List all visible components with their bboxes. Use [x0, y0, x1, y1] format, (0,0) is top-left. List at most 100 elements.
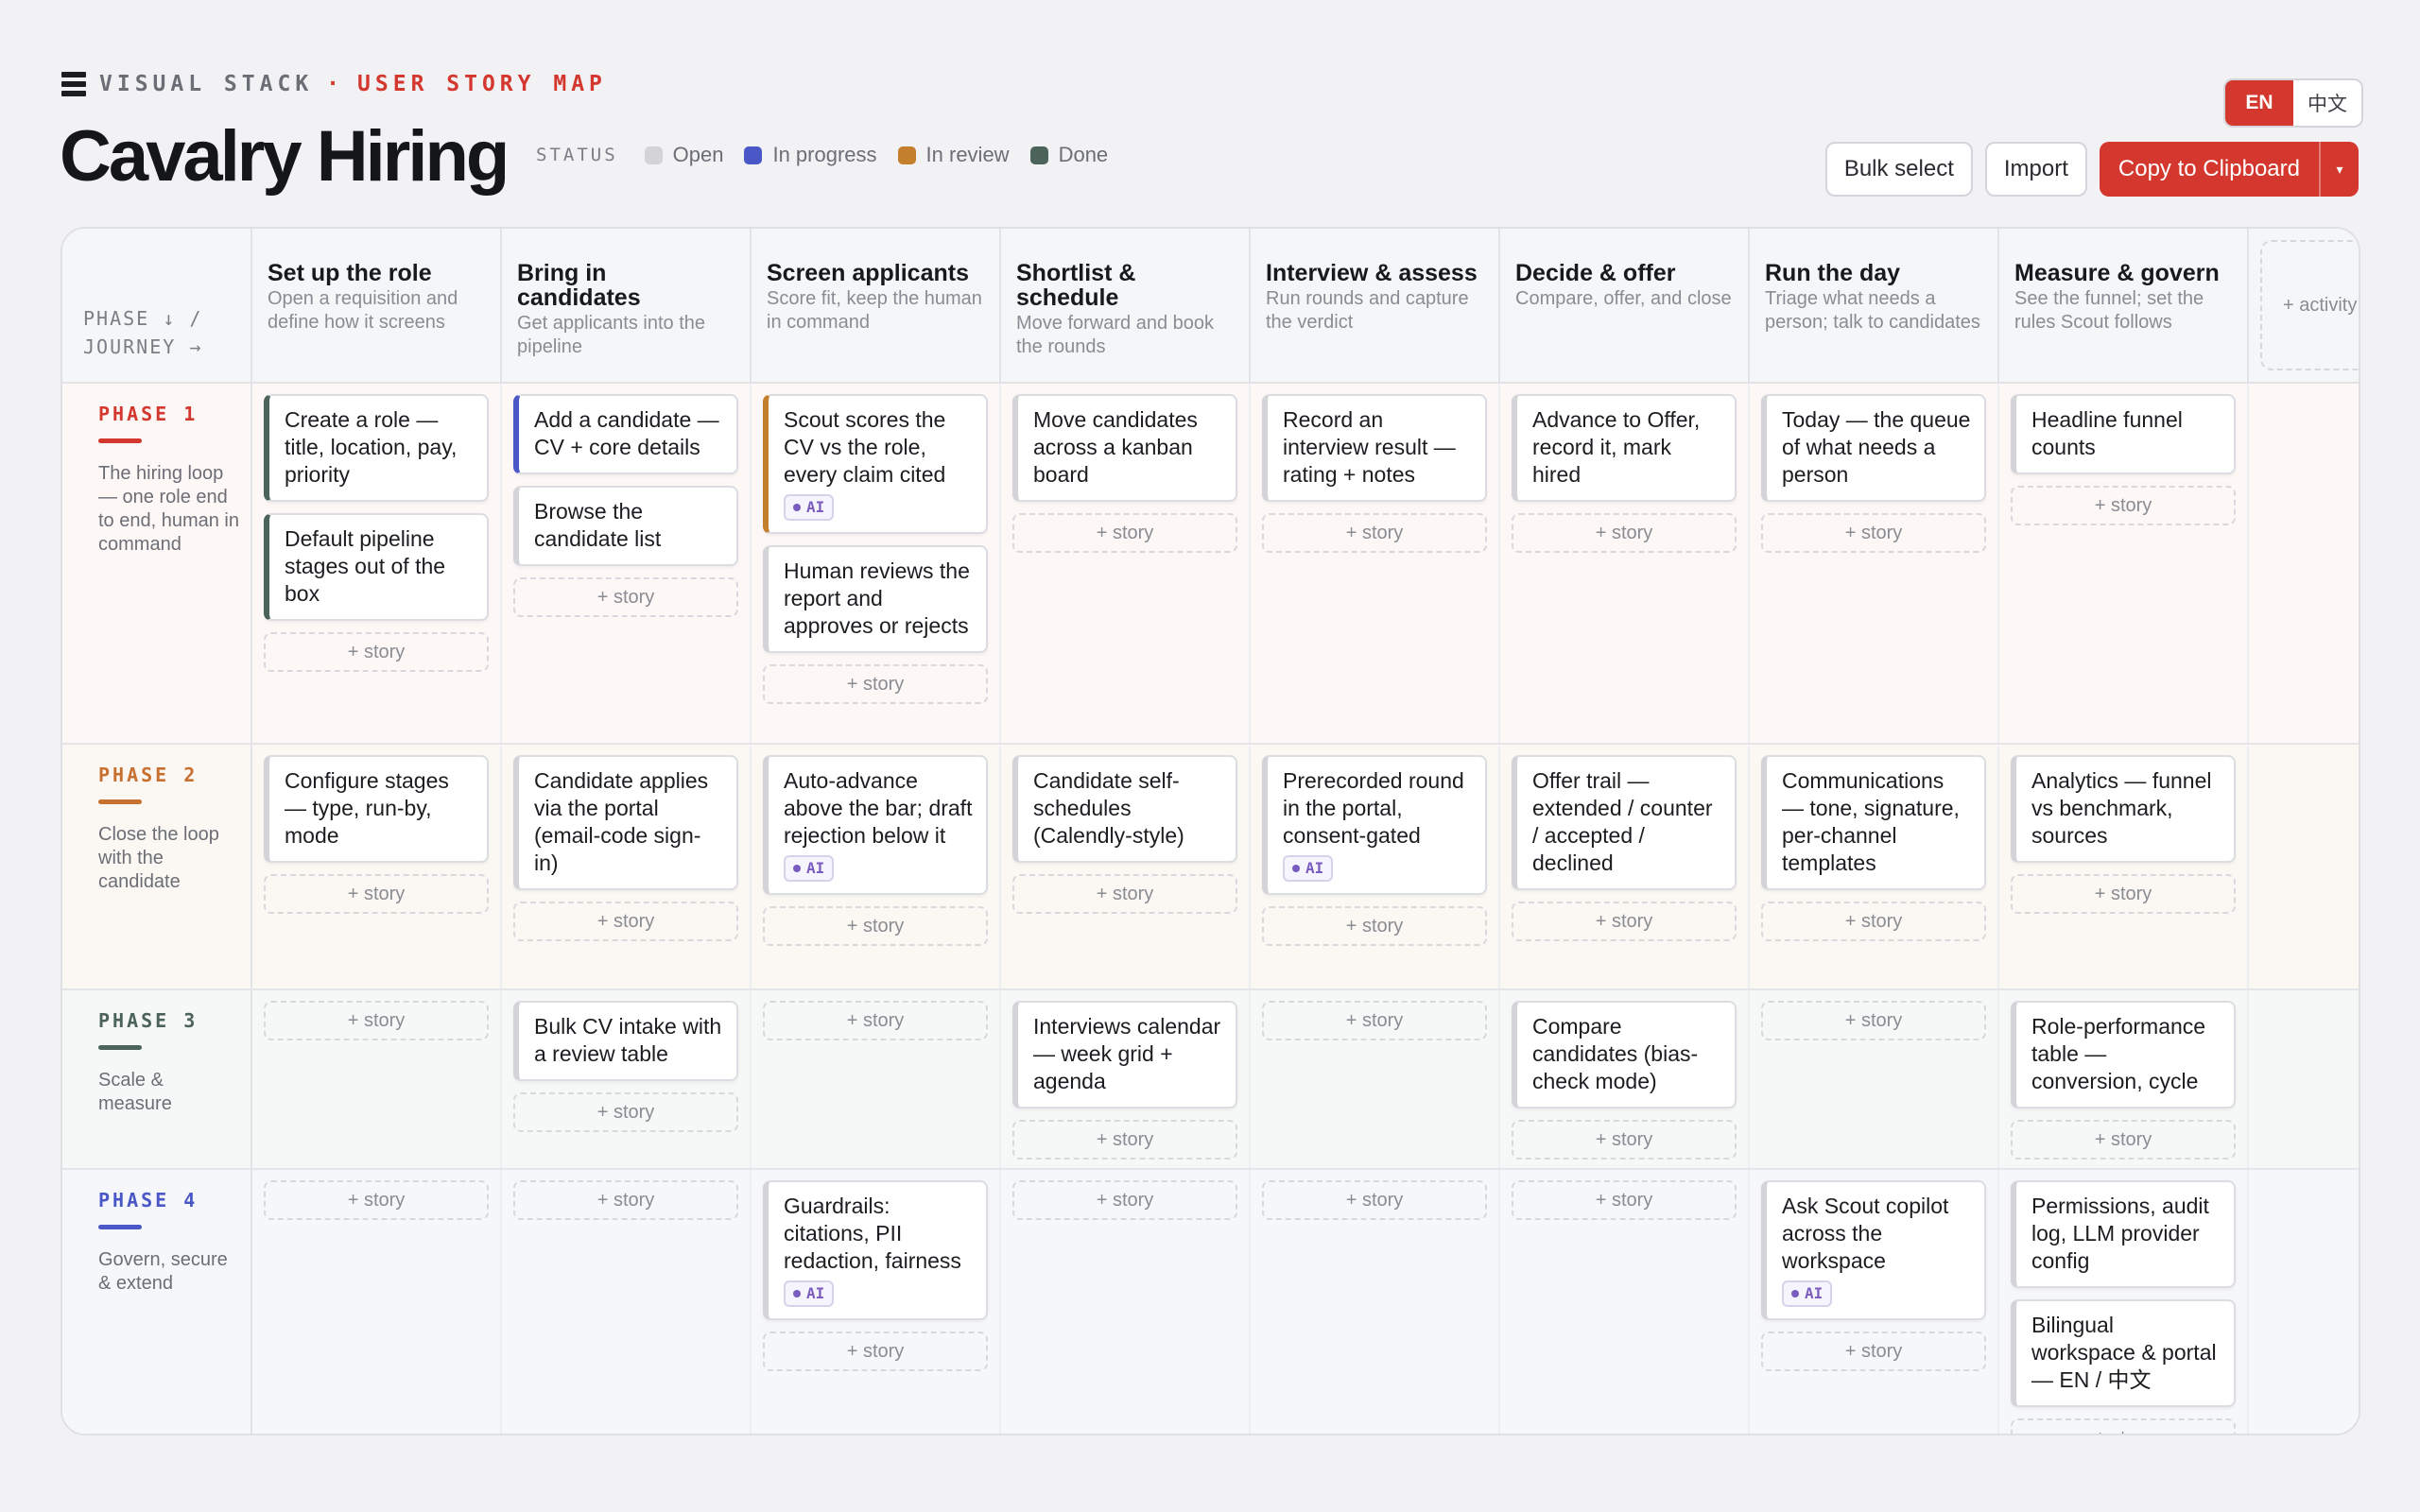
activity-description: Compare, offer, and close	[1515, 288, 1732, 309]
story-card[interactable]: Compare candidates (bias-check mode)	[1512, 1001, 1737, 1108]
add-story-button[interactable]: + story	[1761, 902, 1986, 941]
story-card[interactable]: Role-performance table — conversion, cyc…	[2011, 1001, 2236, 1108]
add-story-button[interactable]: + story	[1512, 1120, 1737, 1160]
story-card[interactable]: Permissions, audit log, LLM provider con…	[2011, 1180, 2236, 1288]
story-card[interactable]: Guardrails: citations, PII redaction, fa…	[763, 1180, 988, 1320]
story-card[interactable]: Analytics — funnel vs benchmark, sources	[2011, 755, 2236, 863]
story-text: Bulk CV intake with a review table	[534, 1014, 722, 1066]
story-card[interactable]: Communications — tone, signature, per-ch…	[1761, 755, 1986, 890]
add-story-button[interactable]: + story	[2011, 486, 2236, 525]
ai-dot-icon	[793, 504, 801, 511]
add-story-button[interactable]: + story	[763, 1001, 988, 1040]
story-card[interactable]: Auto-advance above the bar; draft reject…	[763, 755, 988, 895]
legend-item-in-review: In review	[897, 143, 1010, 167]
story-text: Create a role — title, location, pay, pr…	[285, 407, 458, 487]
phase-description: The hiring loop — one role end to end, h…	[98, 463, 239, 555]
phase-label: PHASE 3 Scale & measure	[62, 990, 252, 1168]
status-dot-icon	[1029, 146, 1048, 164]
activity-header: Run the day Triage what needs a person; t…	[1750, 229, 1999, 384]
story-card[interactable]: Today — the queue of what needs a person	[1761, 394, 1986, 502]
story-card[interactable]: Add a candidate — CV + core details	[513, 394, 738, 474]
story-text: Ask Scout copilot across the workspace	[1782, 1194, 1949, 1273]
story-card[interactable]: Candidate self-schedules (Calendly-style…	[1012, 755, 1237, 863]
story-card[interactable]: Prerecorded round in the portal, consent…	[1262, 755, 1487, 895]
add-story-button[interactable]: + story	[1262, 513, 1487, 553]
add-story-button[interactable]: + story	[2011, 1120, 2236, 1160]
add-story-button[interactable]: + story	[1012, 874, 1237, 914]
add-story-button[interactable]: + story	[1262, 1180, 1487, 1220]
status-label: STATUS	[536, 145, 618, 165]
add-story-button[interactable]: + story	[763, 906, 988, 946]
add-story-button[interactable]: + story	[1012, 1120, 1237, 1160]
activity-description: Get applicants into the pipeline	[517, 313, 706, 357]
add-story-button[interactable]: + story	[1262, 906, 1487, 946]
add-story-button[interactable]: + story	[264, 1180, 489, 1220]
story-card[interactable]: Human reviews the report and approves or…	[763, 545, 988, 653]
phase-row: PHASE 3 Scale & measure + story Bulk CV int…	[62, 990, 2359, 1170]
add-story-button[interactable]: + story	[1512, 513, 1737, 553]
add-story-button[interactable]: + story	[513, 577, 738, 617]
story-card[interactable]: Default pipeline stages out of the box	[264, 513, 489, 621]
ai-badge-label: AI	[1305, 859, 1324, 877]
add-story-button[interactable]: + story	[1761, 513, 1986, 553]
add-story-button[interactable]: + story	[1262, 1001, 1487, 1040]
axis-header: PHASE ↓ / JOURNEY →	[62, 229, 252, 384]
legend-label: In review	[925, 143, 1010, 166]
story-card[interactable]: Record an interview result — rating + no…	[1262, 394, 1487, 502]
story-card[interactable]: Candidate applies via the portal (email-…	[513, 755, 738, 890]
add-story-button[interactable]: + story	[1012, 513, 1237, 553]
legend-label: Open	[672, 143, 724, 166]
story-card[interactable]: Headline funnel counts	[2011, 394, 2236, 474]
add-story-button[interactable]: + story	[513, 1180, 738, 1220]
page-title: Cavalry Hiring	[60, 116, 510, 197]
story-cell: Candidate applies via the portal (email-…	[502, 745, 752, 988]
activity-header: Decide & offer Compare, offer, and close	[1500, 229, 1750, 384]
activity-header: Bring in candidates Get applicants into t…	[502, 229, 752, 384]
story-card[interactable]: Ask Scout copilot across the workspace AI	[1761, 1180, 1986, 1320]
story-card[interactable]: Create a role — title, location, pay, pr…	[264, 394, 489, 502]
legend-item-done: Done	[1029, 143, 1108, 167]
add-story-button[interactable]: + story	[2011, 1418, 2236, 1434]
activity-header: Measure & govern See the funnel; set the …	[1999, 229, 2249, 384]
add-story-button[interactable]: + story	[763, 664, 988, 704]
story-card[interactable]: Browse the candidate list	[513, 486, 738, 566]
add-story-button[interactable]: + story	[1761, 1332, 1986, 1371]
brand-subtitle: USER STORY MAP	[357, 72, 607, 96]
add-story-button[interactable]: + story	[264, 874, 489, 914]
phase-color-bar	[98, 799, 142, 804]
story-cell: Candidate self-schedules (Calendly-style…	[1001, 745, 1251, 988]
story-card[interactable]: Offer trail — extended / counter / accep…	[1512, 755, 1737, 890]
add-story-button[interactable]: + story	[1012, 1180, 1237, 1220]
story-card[interactable]: Configure stages — type, run-by, mode	[264, 755, 489, 863]
story-cell: Interviews calendar — week grid + agenda…	[1001, 990, 1251, 1168]
story-card[interactable]: Interviews calendar — week grid + agenda	[1012, 1001, 1237, 1108]
import-button[interactable]: Import	[1984, 142, 2087, 197]
story-card[interactable]: Advance to Offer, record it, mark hired	[1512, 394, 1737, 502]
story-cell: + story	[1251, 990, 1500, 1168]
story-cell: Role-performance table — conversion, cyc…	[1999, 990, 2249, 1168]
add-activity-button[interactable]: + activity	[2260, 240, 2359, 370]
story-card[interactable]: Bilingual workspace & portal — EN / 中文	[2011, 1299, 2236, 1407]
add-story-button[interactable]: + story	[513, 902, 738, 941]
language-toggle[interactable]: EN 中文	[2223, 78, 2363, 128]
chevron-down-icon[interactable]: ▾	[2336, 161, 2343, 177]
story-text: Human reviews the report and approves or…	[784, 558, 970, 638]
add-story-button[interactable]: + story	[1512, 902, 1737, 941]
add-story-button[interactable]: + story	[2011, 874, 2236, 914]
add-story-button[interactable]: + story	[264, 632, 489, 672]
lang-en-button[interactable]: EN	[2225, 80, 2293, 126]
story-text: Role-performance table — conversion, cyc…	[2031, 1014, 2206, 1093]
lang-zh-button[interactable]: 中文	[2308, 94, 2347, 115]
story-card[interactable]: Move candidates across a kanban board	[1012, 394, 1237, 502]
add-story-button[interactable]: + story	[763, 1332, 988, 1371]
copy-to-clipboard-button[interactable]: Copy to Clipboard	[2100, 142, 2321, 197]
add-story-button[interactable]: + story	[1512, 1180, 1737, 1220]
story-cell: Scout scores the CV vs the role, every c…	[752, 384, 1001, 743]
add-story-button[interactable]: + story	[513, 1092, 738, 1132]
phase-row: PHASE 4 Govern, secure & extend + story + s…	[62, 1170, 2359, 1434]
add-story-button[interactable]: + story	[1761, 1001, 1986, 1040]
add-story-button[interactable]: + story	[264, 1001, 489, 1040]
bulk-select-button[interactable]: Bulk select	[1824, 142, 1973, 197]
story-card[interactable]: Bulk CV intake with a review table	[513, 1001, 738, 1081]
story-card[interactable]: Scout scores the CV vs the role, every c…	[763, 394, 988, 534]
